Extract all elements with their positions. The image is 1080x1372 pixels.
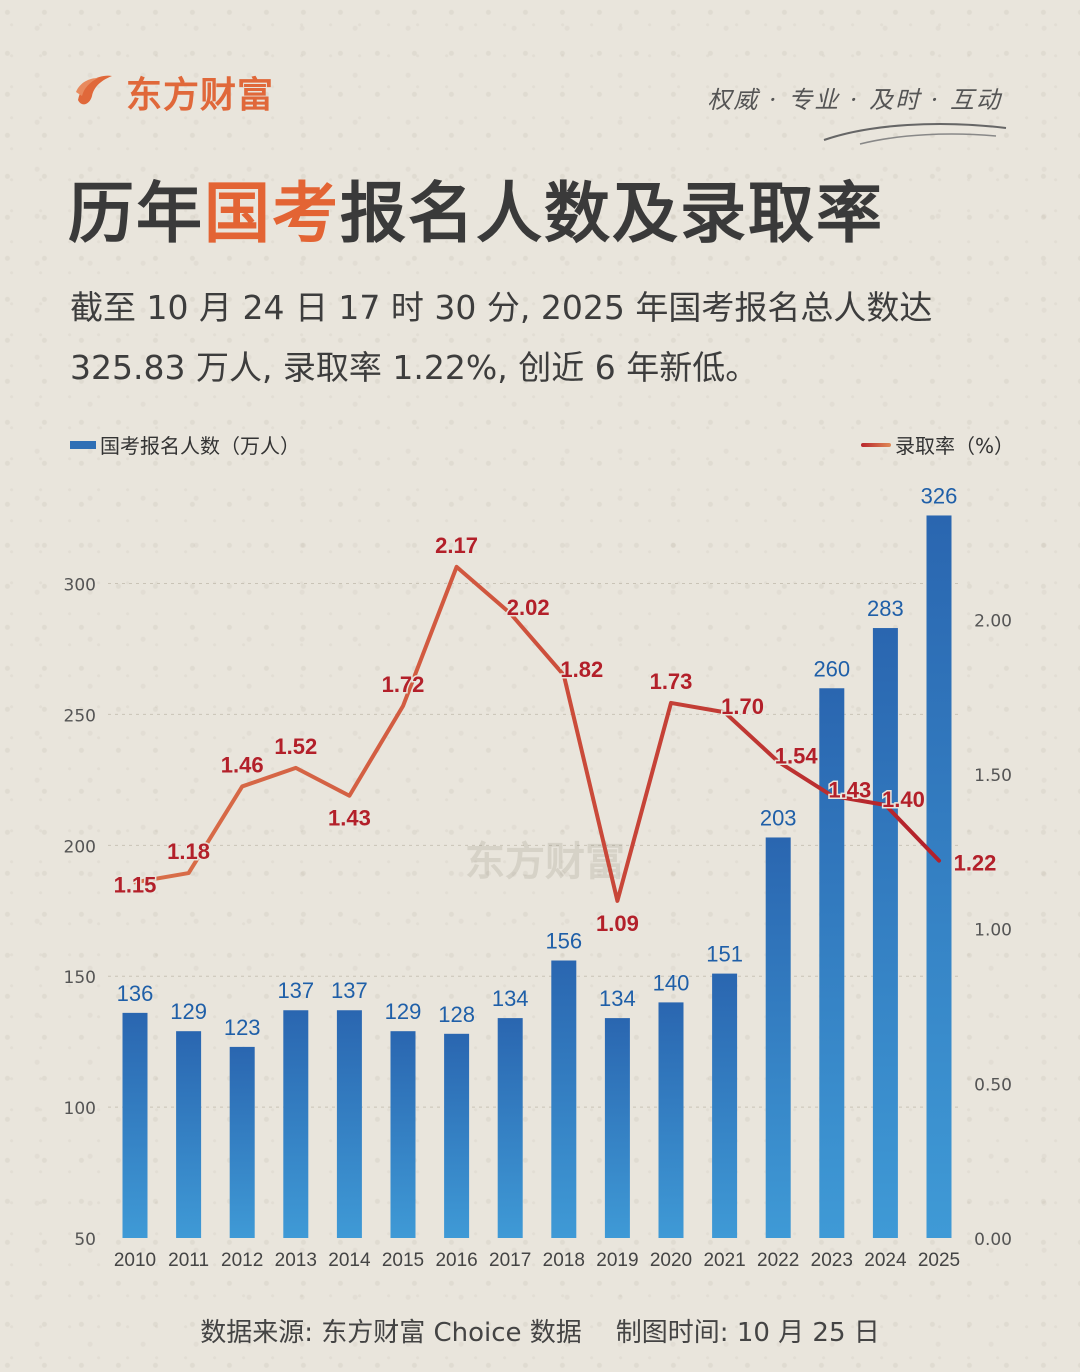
rate-value-label: 1.43 [828, 778, 871, 803]
page-title: 历年国考报名人数及录取率 [68, 160, 884, 256]
bar [551, 960, 577, 1238]
bar [497, 1018, 523, 1238]
x-tick-label: 2015 [382, 1250, 424, 1271]
rate-value-label: 1.22 [954, 851, 997, 876]
bar-value-label: 129 [385, 999, 422, 1024]
legend-line-swatch [860, 442, 891, 447]
bar-value-label: 203 [760, 805, 797, 830]
x-tick-label: 2025 [918, 1250, 960, 1271]
chart-date: 制图时间: 10 月 25 日 [615, 1318, 880, 1348]
brand-logo: 东方财富 [72, 68, 274, 116]
y-left-tick-label: 200 [64, 837, 96, 857]
x-tick-label: 2016 [435, 1250, 477, 1271]
rate-value-label: 1.73 [650, 669, 693, 694]
bar-value-label: 136 [117, 981, 154, 1006]
legend-bar-swatch [70, 440, 96, 449]
bar [336, 1010, 362, 1238]
legend-applicants-label: 国考报名人数（万人） [100, 434, 300, 458]
y-left-tick-label: 50 [74, 1230, 96, 1250]
rate-value-label: 2.02 [507, 595, 550, 620]
bar [122, 1012, 148, 1238]
bar [176, 1031, 202, 1238]
subtitle: 截至 10 月 24 日 17 时 30 分, 2025 年国考报名总人数达 3… [70, 278, 1020, 398]
x-tick-label: 2024 [864, 1250, 907, 1271]
x-tick-label: 2019 [596, 1250, 638, 1271]
bar [872, 628, 898, 1238]
rate-value-label: 2.17 [435, 533, 478, 558]
bar [229, 1046, 255, 1238]
y-right-tick-label: 1.00 [974, 921, 1012, 941]
bar-value-label: 123 [224, 1015, 261, 1040]
subtitle-line-1: 截至 10 月 24 日 17 时 30 分, 2025 年国考报名总人数达 [70, 288, 933, 327]
bar-value-label: 156 [545, 929, 582, 954]
rate-value-label: 1.72 [382, 672, 425, 697]
y-left-tick-label: 150 [64, 968, 96, 988]
title-prefix: 历年 [68, 175, 204, 252]
bar-value-label: 128 [438, 1002, 475, 1027]
x-tick-label: 2023 [811, 1250, 853, 1271]
rate-value-label: 1.82 [560, 657, 603, 682]
legend-rate: 录取率（%） [860, 430, 1014, 459]
combo-chart: 50 100 150 200 250 300 0.00 0.50 1.00 1.50 2.00 东方财… [64, 483, 1012, 1271]
rate-value-label: 1.15 [114, 872, 157, 897]
x-tick-label: 2011 [168, 1250, 209, 1271]
footer: 数据来源: 东方财富 Choice 数据 制图时间: 10 月 25 日 [0, 1312, 1080, 1349]
bar [819, 688, 845, 1238]
x-tick-label: 2014 [328, 1250, 371, 1271]
brand-name: 东方财富 [126, 74, 275, 116]
legend-rate-label: 录取率（%） [894, 434, 1014, 458]
flame-logo-icon [76, 75, 112, 105]
rate-value-label: 1.09 [596, 911, 639, 936]
bar [604, 1018, 630, 1238]
data-source: 数据来源: 东方财富 Choice 数据 [200, 1318, 582, 1348]
rate-value-label: 1.43 [328, 806, 371, 831]
title-suffix: 报名人数及录取率 [340, 175, 884, 252]
rate-value-label: 1.46 [221, 752, 264, 777]
y-right-tick-label: 0.50 [974, 1075, 1012, 1095]
y-left-tick-label: 300 [64, 576, 96, 596]
y-left-tick-label: 100 [64, 1099, 96, 1119]
y-left-tick-label: 250 [64, 706, 96, 726]
rate-value-label: 1.54 [775, 744, 819, 769]
bar [283, 1010, 309, 1238]
brand-slogan: 权威 · 专业 · 及时 · 互动 [707, 86, 1002, 114]
bar-value-label: 151 [706, 942, 743, 967]
x-tick-label: 2010 [114, 1250, 156, 1271]
bar-value-label: 326 [921, 483, 958, 508]
bar [390, 1031, 416, 1238]
x-tick-label: 2022 [757, 1250, 799, 1271]
bar-value-label: 283 [867, 596, 904, 621]
bar [658, 1002, 684, 1238]
bar-value-label: 137 [277, 978, 314, 1003]
bar-value-label: 260 [813, 656, 850, 681]
bar [712, 973, 738, 1238]
x-tick-label: 2018 [543, 1250, 585, 1271]
bar-value-label: 134 [492, 986, 529, 1011]
rate-value-label: 1.40 [882, 787, 925, 812]
legend-applicants: 国考报名人数（万人） [70, 430, 300, 459]
x-tick-label: 2021 [703, 1250, 745, 1271]
title-highlight: 国考 [204, 175, 340, 252]
x-tick-label: 2017 [489, 1250, 531, 1271]
bar-value-label: 140 [653, 970, 690, 995]
rate-value-label: 1.18 [167, 839, 210, 864]
bar-value-label: 134 [599, 986, 636, 1011]
y-right-tick-label: 0.00 [974, 1230, 1012, 1250]
watermark: 东方财富 [465, 838, 625, 885]
y-right-tick-label: 1.50 [974, 766, 1012, 786]
rate-line [133, 564, 941, 903]
bar-value-label: 129 [170, 999, 207, 1024]
slogan-swoosh-decoration [823, 123, 1007, 145]
bar-value-label: 137 [331, 978, 368, 1003]
y-right-tick-label: 2.00 [974, 611, 1012, 631]
bar [444, 1033, 470, 1238]
x-tick-label: 2013 [275, 1250, 317, 1271]
rate-value-label: 1.52 [274, 734, 317, 759]
x-tick-label: 2012 [221, 1250, 263, 1271]
subtitle-line-2: 325.83 万人, 录取率 1.22%, 创近 6 年新低。 [70, 348, 759, 387]
rate-value-label: 1.70 [721, 694, 764, 719]
x-tick-label: 2020 [650, 1250, 692, 1271]
bar [765, 837, 791, 1238]
bar [926, 515, 952, 1238]
